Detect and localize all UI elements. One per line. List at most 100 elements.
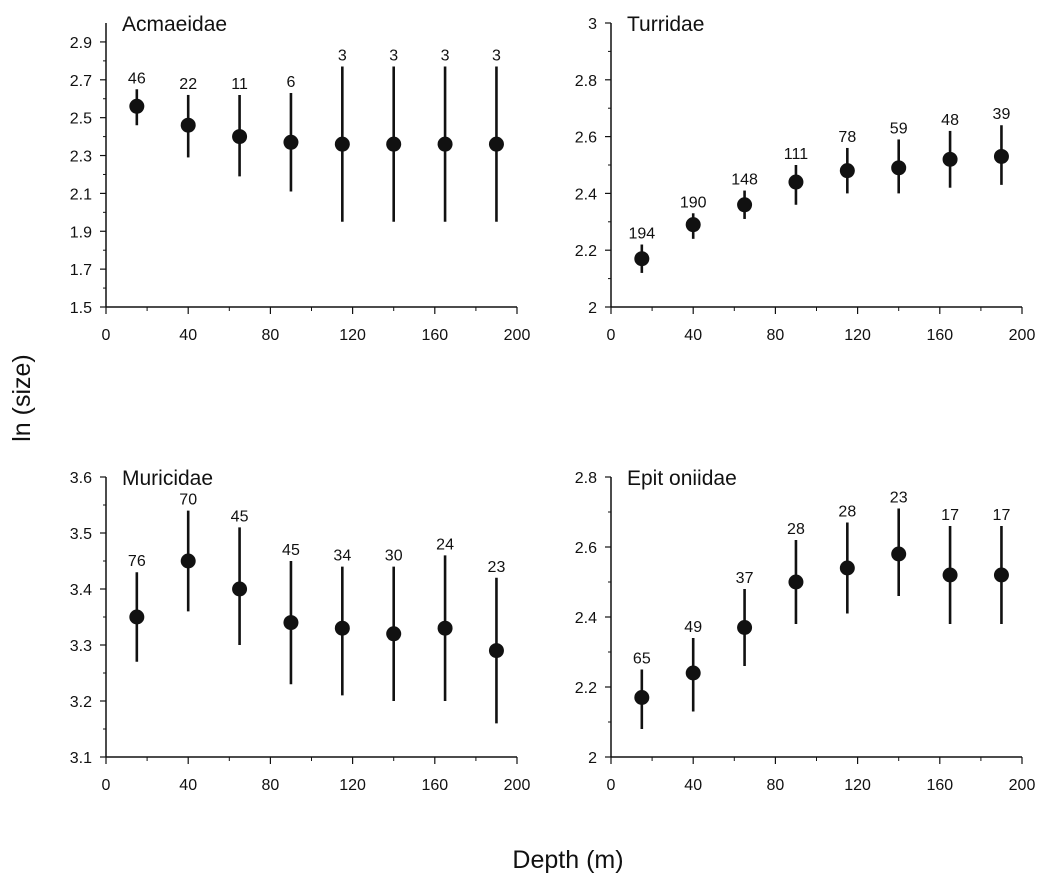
sample-size-label: 3	[338, 48, 347, 65]
x-tick-label: 160	[926, 777, 953, 794]
data-point	[488, 136, 504, 152]
x-tick-label: 80	[767, 777, 785, 794]
y-tick-label: 3.2	[70, 694, 92, 711]
data-point	[891, 160, 907, 176]
x-tick-label: 40	[179, 777, 197, 794]
sample-size-label: 45	[282, 542, 300, 559]
panel-title: Epit oniidae	[627, 467, 737, 490]
data-point	[232, 581, 248, 597]
x-tick-label: 40	[684, 327, 702, 344]
sample-size-label: 6	[286, 74, 295, 91]
sample-size-label: 3	[492, 48, 501, 65]
x-tick-label: 200	[504, 777, 531, 794]
data-point	[437, 620, 453, 636]
data-point	[283, 134, 299, 150]
sample-size-label: 30	[385, 548, 403, 565]
sample-size-label: 76	[128, 553, 146, 570]
sample-size-label: 39	[993, 106, 1011, 123]
sample-size-label: 59	[890, 120, 908, 137]
data-point	[634, 690, 650, 705]
y-tick-label: 2.4	[575, 610, 597, 627]
sample-size-label: 24	[436, 536, 454, 553]
sample-size-label: 17	[941, 507, 959, 524]
sample-size-label: 194	[628, 226, 655, 243]
x-tick-label: 160	[421, 777, 448, 794]
y-tick-label: 3.5	[70, 526, 92, 543]
sample-size-label: 23	[890, 490, 908, 507]
y-tick-label: 3.1	[70, 750, 92, 767]
y-axis-label: ln (size)	[8, 354, 36, 442]
sample-size-label: 28	[838, 504, 856, 521]
sample-size-label: 78	[838, 129, 856, 146]
sample-size-label: 17	[993, 507, 1011, 524]
data-point	[334, 620, 350, 636]
data-point	[283, 615, 299, 631]
x-tick-label: 160	[926, 327, 953, 344]
y-tick-label: 3.6	[70, 470, 92, 487]
y-tick-label: 2.6	[575, 130, 597, 147]
y-tick-label: 1.7	[70, 262, 92, 279]
data-point	[839, 163, 855, 179]
y-tick-label: 2.3	[70, 149, 92, 166]
data-point	[386, 626, 402, 642]
data-point	[788, 174, 804, 190]
y-tick-label: 2.8	[575, 73, 597, 90]
data-point	[788, 574, 804, 590]
x-tick-label: 200	[504, 327, 531, 344]
panel-title: Turridae	[627, 13, 704, 36]
data-point	[942, 567, 958, 583]
panel-title: Muricidae	[122, 467, 213, 490]
x-tick-label: 0	[102, 777, 111, 794]
data-point	[737, 620, 753, 635]
data-point	[180, 553, 196, 569]
data-point	[993, 567, 1009, 583]
sample-size-label: 34	[333, 548, 351, 565]
chart-panel: 3.1 3.2 3.3 3.4 3.5 3.6 0 40 80 120 160 200 Muricida…	[70, 467, 531, 794]
sample-size-label: 70	[179, 492, 197, 509]
x-tick-label: 0	[607, 327, 616, 344]
sample-size-label: 49	[684, 619, 702, 636]
y-tick-label: 1.9	[70, 224, 92, 241]
y-tick-label: 2	[588, 300, 597, 317]
x-tick-label: 160	[421, 327, 448, 344]
sample-size-label: 48	[941, 112, 959, 129]
y-tick-label: 2.7	[70, 73, 92, 90]
x-tick-label: 200	[1009, 327, 1036, 344]
y-tick-label: 2.8	[575, 470, 597, 487]
data-point	[334, 136, 350, 152]
sample-size-label: 28	[787, 521, 805, 538]
y-tick-label: 2.2	[575, 680, 597, 697]
sample-size-label: 65	[633, 651, 651, 668]
y-tick-label: 2.9	[70, 35, 92, 52]
y-tick-label: 2	[588, 750, 597, 767]
x-tick-label: 80	[767, 327, 785, 344]
y-tick-label: 1.5	[70, 300, 92, 317]
data-point	[685, 217, 701, 233]
data-point	[129, 98, 145, 114]
sample-size-label: 148	[731, 172, 758, 189]
data-point	[180, 117, 196, 133]
x-tick-label: 0	[607, 777, 616, 794]
x-tick-label: 80	[262, 327, 280, 344]
sample-size-label: 111	[784, 146, 808, 163]
x-tick-label: 120	[844, 327, 871, 344]
y-tick-label: 3.4	[70, 582, 92, 599]
y-tick-label: 2.6	[575, 540, 597, 557]
data-point	[437, 136, 453, 152]
data-point	[942, 151, 958, 167]
panels: 1.51.71.92.12.32.52.72.90 40 80 120 160 200Ac…	[70, 13, 1036, 794]
y-tick-label: 3.3	[70, 638, 92, 655]
sample-size-label: 22	[179, 76, 197, 93]
x-tick-label: 120	[844, 777, 871, 794]
data-point	[634, 251, 650, 267]
chart-panel: 1.5 1.7 1.9 2.1 2.3 2.5 2.7 2.9 0 40 80 120 160 200 Ac…	[70, 13, 531, 344]
data-point	[232, 129, 248, 145]
y-tick-label: 2.1	[70, 186, 92, 203]
y-tick-label: 2.4	[575, 186, 597, 203]
x-tick-label: 40	[684, 777, 702, 794]
x-axis-label: Depth (m)	[512, 846, 623, 873]
sample-size-label: 3	[441, 48, 450, 65]
data-point	[488, 643, 504, 659]
sample-size-label: 45	[231, 508, 249, 525]
